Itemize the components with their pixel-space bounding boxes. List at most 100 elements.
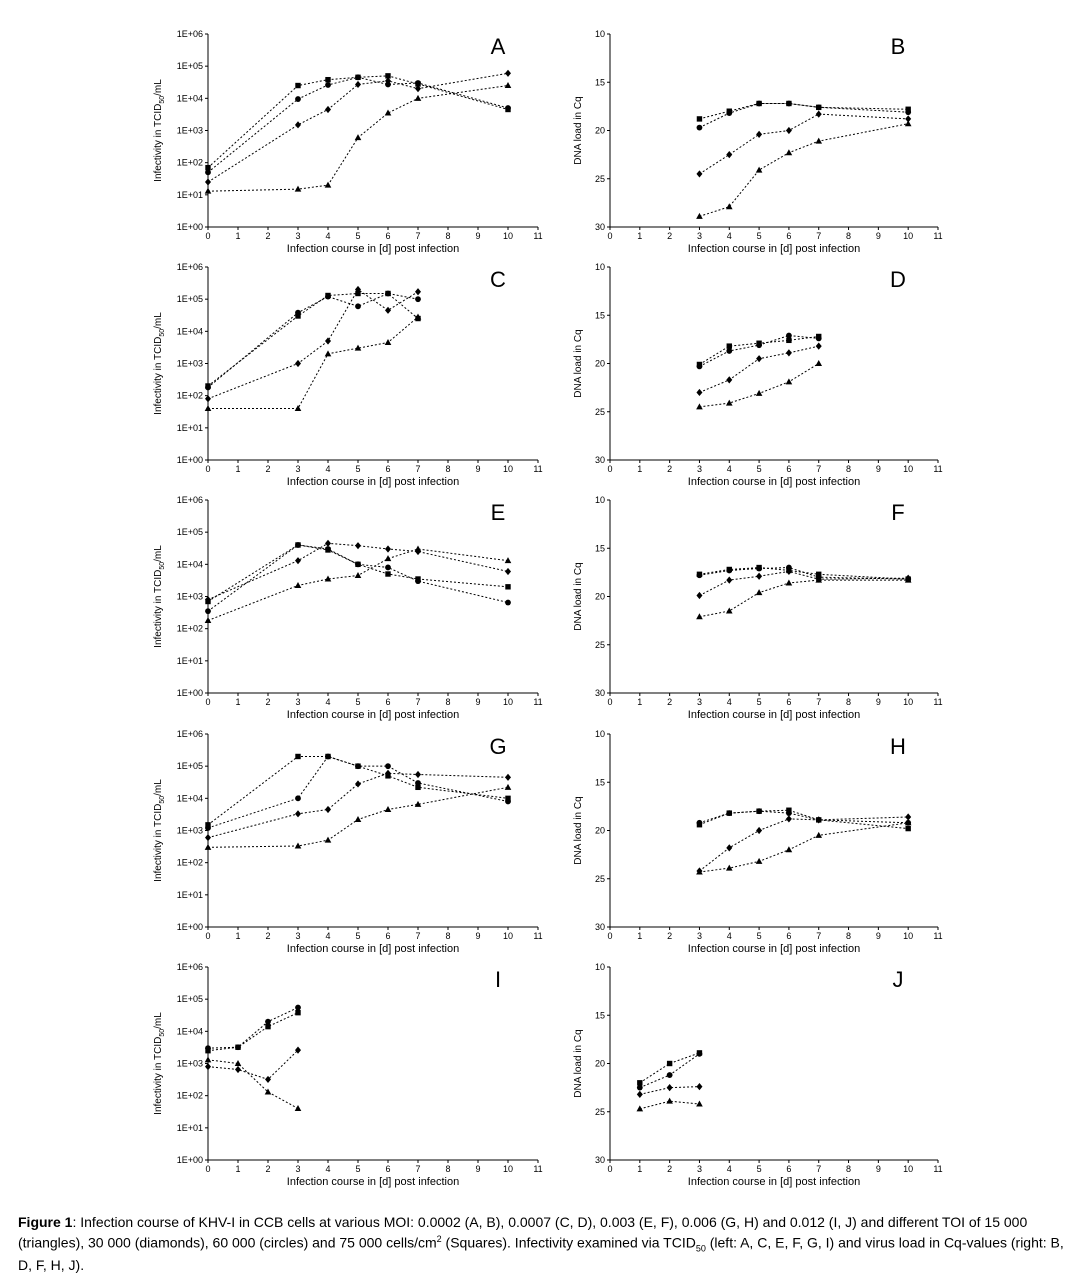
- data-point: [905, 813, 912, 821]
- data-point: [785, 149, 793, 156]
- x-tick-label: 0: [607, 931, 612, 941]
- series-line: [639, 1053, 700, 1089]
- y-tick-label: 1E+05: [177, 527, 203, 537]
- data-point: [756, 572, 763, 580]
- x-axis-label: Infection course in [d] post infection: [688, 1176, 860, 1188]
- data-point: [384, 555, 392, 562]
- data-point: [234, 1060, 242, 1066]
- caption-text: Figure 1: [18, 1214, 73, 1230]
- x-tick-label: 5: [355, 697, 360, 707]
- panel-letter: C: [490, 267, 506, 292]
- data-point: [785, 126, 792, 135]
- x-tick-label: 10: [903, 1164, 913, 1174]
- x-tick-label: 10: [503, 464, 513, 474]
- x-tick-label: 8: [846, 464, 851, 474]
- y-tick-label: 1E+06: [177, 29, 203, 39]
- data-point: [325, 805, 331, 814]
- x-tick-label: 4: [325, 231, 330, 241]
- y-axis-label-part: /mL: [153, 1012, 164, 1029]
- caption: Figure 1: Infection course of KHV-I in C…: [18, 1214, 1080, 1274]
- x-tick-label: 4: [727, 1164, 732, 1174]
- x-tick-label: 11: [933, 931, 942, 941]
- data-point: [815, 342, 822, 350]
- data-point: [816, 104, 822, 111]
- data-point: [815, 360, 823, 366]
- x-tick-label: 0: [205, 697, 210, 707]
- x-tick-label: 9: [475, 931, 480, 941]
- x-tick-label: 10: [903, 697, 913, 707]
- data-point: [696, 212, 703, 219]
- data-point: [265, 1075, 271, 1084]
- series-line: [207, 1049, 299, 1080]
- x-tick-label: 1: [235, 1164, 240, 1174]
- y-tick-label: 1E+01: [177, 656, 203, 666]
- data-point: [666, 1097, 673, 1104]
- data-point: [415, 770, 421, 779]
- y-tick-label: 30: [595, 1155, 605, 1165]
- data-point: [325, 105, 331, 114]
- data-point: [785, 378, 793, 385]
- x-tick-label: 2: [265, 1164, 270, 1174]
- data-point: [354, 571, 362, 578]
- x-tick-label: 7: [415, 231, 420, 241]
- panel-letter: D: [890, 267, 906, 292]
- data-point: [786, 567, 792, 574]
- data-point: [725, 864, 733, 871]
- data-point: [816, 333, 822, 340]
- data-point: [355, 780, 361, 788]
- data-point: [324, 836, 332, 843]
- data-point: [755, 857, 763, 864]
- y-tick-label: 1E+04: [177, 559, 203, 569]
- x-axis-label: Infection course in [d] post infection: [688, 243, 860, 255]
- x-tick-label: 10: [903, 931, 913, 941]
- data-point: [265, 1018, 271, 1025]
- data-point: [294, 1104, 302, 1111]
- x-tick-label: 4: [325, 1164, 330, 1174]
- x-tick-label: 5: [757, 464, 762, 474]
- y-axis-label-part: 50: [159, 562, 166, 570]
- data-point: [637, 1080, 643, 1086]
- data-point: [726, 151, 733, 159]
- x-tick-label: 0: [205, 931, 210, 941]
- data-point: [415, 85, 421, 93]
- y-axis-label-part: DNA load in Cq: [573, 1029, 584, 1097]
- x-tick-label: 0: [607, 697, 612, 707]
- x-tick-label: 9: [876, 464, 881, 474]
- data-point: [324, 575, 332, 582]
- series-line: [207, 542, 509, 601]
- y-tick-label: 10: [595, 495, 605, 505]
- y-tick-label: 1E+02: [177, 1091, 203, 1101]
- x-tick-label: 11: [933, 1164, 942, 1174]
- data-point: [354, 134, 362, 141]
- x-axis-label: Infection course in [d] post infection: [287, 709, 459, 721]
- x-axis-label: Infection course in [d] post infection: [287, 943, 459, 955]
- x-tick-label: 3: [295, 231, 300, 241]
- y-tick-label: 15: [595, 77, 605, 87]
- data-point: [294, 842, 302, 849]
- data-point: [756, 130, 763, 138]
- x-tick-label: 6: [786, 464, 791, 474]
- data-point: [504, 82, 512, 89]
- x-tick-label: 8: [846, 931, 851, 941]
- y-axis-label-part: DNA load in Cq: [573, 329, 584, 397]
- data-point: [295, 557, 301, 565]
- y-tick-label: 1E+01: [177, 1123, 203, 1133]
- y-tick-label: 1E+02: [177, 624, 203, 634]
- x-tick-label: 5: [757, 697, 762, 707]
- series-line: [699, 810, 909, 824]
- data-point: [696, 361, 703, 368]
- data-point: [756, 100, 762, 107]
- x-tick-label: 8: [445, 464, 450, 474]
- x-tick-label: 4: [727, 931, 732, 941]
- x-tick-label: 6: [385, 231, 390, 241]
- series-line: [207, 76, 509, 173]
- x-axis-label: Infection course in [d] post infection: [688, 709, 860, 721]
- data-point: [265, 1023, 271, 1030]
- y-tick-label: 15: [595, 1010, 605, 1020]
- data-point: [785, 846, 793, 853]
- data-point: [636, 1105, 644, 1112]
- data-point: [756, 340, 762, 346]
- x-tick-label: 2: [667, 464, 672, 474]
- y-tick-label: 10: [595, 962, 605, 972]
- x-tick-label: 3: [697, 1164, 702, 1174]
